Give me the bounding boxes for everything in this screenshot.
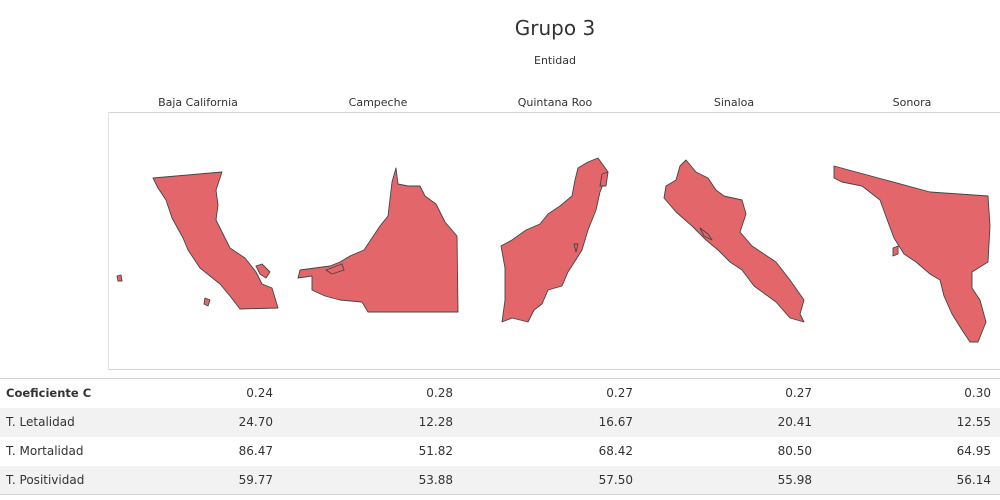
table-row-t-letalidad: T. Letalidad 24.70 12.28 16.67 20.41 12.… bbox=[0, 408, 1000, 437]
table-cell: 16.67 bbox=[598, 415, 633, 429]
map-area-bottom-border bbox=[108, 369, 1000, 370]
column-dimension-label: Entidad bbox=[534, 54, 576, 67]
table-top-border bbox=[0, 378, 1000, 379]
table-cell: 55.98 bbox=[777, 473, 812, 487]
map-baja-california[interactable] bbox=[152, 171, 279, 310]
table-cell: 68.42 bbox=[598, 444, 633, 458]
table-row-t-mortalidad: T. Mortalidad 86.47 51.82 68.42 80.50 64… bbox=[0, 437, 1000, 466]
map-area-left-border bbox=[108, 112, 109, 370]
column-header-baja-california: Baja California bbox=[158, 96, 238, 109]
map-sinaloa-island[interactable] bbox=[699, 227, 713, 241]
table-cell: 0.24 bbox=[246, 386, 273, 400]
table-cell: 86.47 bbox=[238, 444, 273, 458]
table-cell: 0.27 bbox=[606, 386, 633, 400]
state-maps bbox=[116, 157, 991, 343]
row-label: T. Letalidad bbox=[6, 415, 75, 429]
map-quintana-roo-island[interactable] bbox=[599, 171, 609, 187]
header-divider bbox=[108, 112, 1000, 113]
table-cell: 12.28 bbox=[418, 415, 453, 429]
table-cell: 64.95 bbox=[956, 444, 991, 458]
table-cell: 0.30 bbox=[964, 386, 991, 400]
table-cell: 24.70 bbox=[238, 415, 273, 429]
table-cell: 80.50 bbox=[777, 444, 812, 458]
map-campeche[interactable] bbox=[297, 167, 459, 313]
row-label: T. Positividad bbox=[6, 473, 85, 487]
column-header-campeche: Campeche bbox=[348, 96, 408, 109]
table-cell: 0.28 bbox=[426, 386, 453, 400]
table-cell: 12.55 bbox=[956, 415, 991, 429]
table-row-coeficiente-c: Coeficiente C 0.24 0.28 0.27 0.27 0.30 bbox=[0, 379, 1000, 408]
column-header-sonora: Sonora bbox=[892, 96, 932, 109]
map-quintana-roo[interactable] bbox=[500, 157, 609, 323]
map-quintana-roo-island[interactable] bbox=[573, 243, 579, 253]
table-cell: 0.27 bbox=[785, 386, 812, 400]
map-sonora[interactable] bbox=[833, 165, 991, 343]
map-sonora-island[interactable] bbox=[892, 245, 899, 257]
map-baja-california-island[interactable] bbox=[203, 297, 211, 307]
table-cell: 59.77 bbox=[238, 473, 273, 487]
chart-title: Grupo 3 bbox=[514, 16, 596, 40]
table-cell: 53.88 bbox=[418, 473, 453, 487]
map-campeche-island[interactable] bbox=[325, 263, 345, 275]
column-header-sinaloa: Sinaloa bbox=[713, 96, 755, 109]
row-label: T. Mortalidad bbox=[6, 444, 84, 458]
table-bottom-border bbox=[0, 494, 1000, 495]
table-row-t-positividad: T. Positividad 59.77 53.88 57.50 55.98 5… bbox=[0, 466, 1000, 495]
table-cell: 51.82 bbox=[418, 444, 453, 458]
row-label: Coeficiente C bbox=[6, 386, 92, 400]
table-cell: 57.50 bbox=[598, 473, 633, 487]
table-cell: 56.14 bbox=[956, 473, 991, 487]
table-cell: 20.41 bbox=[777, 415, 812, 429]
map-baja-california-island[interactable] bbox=[116, 274, 123, 282]
column-header-quintana-roo: Quintana Roo bbox=[517, 96, 593, 109]
map-sinaloa[interactable] bbox=[663, 159, 805, 323]
map-baja-california-island[interactable] bbox=[255, 263, 271, 279]
